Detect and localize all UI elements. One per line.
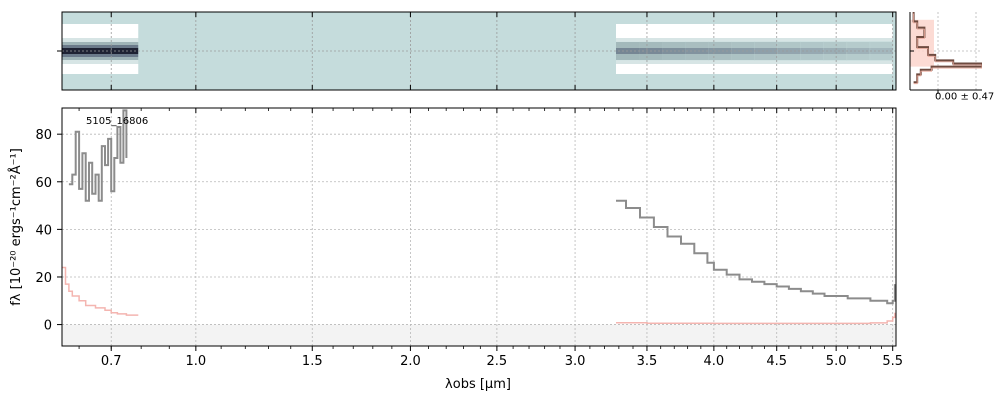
x-tick-label: 3.5 bbox=[637, 354, 658, 369]
heatmap-row bbox=[616, 60, 893, 64]
spectrum-2d-frame bbox=[61, 11, 897, 91]
spectrum-2d-grid bbox=[62, 12, 896, 90]
heatmap-row bbox=[62, 57, 139, 60]
y-tick-label: 80 bbox=[35, 128, 52, 143]
heatmap-row bbox=[616, 38, 893, 42]
heatmap-row bbox=[616, 68, 893, 72]
flux-series-line bbox=[68, 109, 128, 202]
spectrum-2d-ticks bbox=[57, 12, 894, 90]
flux-series-line bbox=[616, 199, 896, 305]
heatmap-row bbox=[616, 45, 893, 48]
spectrum-1d-series bbox=[62, 109, 896, 325]
spectrum-1d-grid bbox=[62, 108, 896, 346]
spectrum-1d-panel: 0.7 1.0 1.5 2.0 2.5 3.0 3.5 4.0 4.5 5.0 5.5 0 20 40 6… bbox=[8, 107, 903, 392]
x-tick-label: 2.5 bbox=[487, 354, 508, 369]
zero-band bbox=[62, 324, 896, 346]
x-tick-label: 4.0 bbox=[704, 354, 725, 369]
heatmap-fade bbox=[800, 41, 825, 61]
profile-panel: 0.00 ± 0.47 bbox=[909, 12, 994, 102]
heatmap-row bbox=[62, 68, 139, 72]
heatmap-row bbox=[62, 48, 139, 54]
x-tick-label: 5.5 bbox=[882, 354, 903, 369]
heatmap-row bbox=[616, 64, 893, 68]
heatmap-fade bbox=[685, 41, 709, 61]
x-tick-label: 4.5 bbox=[766, 354, 787, 369]
heatmap-fade bbox=[662, 41, 686, 61]
y-tick-label: 60 bbox=[35, 176, 52, 191]
heatmap-row bbox=[616, 42, 893, 45]
heatmap-row bbox=[62, 30, 139, 34]
spectrum-title: 5105_16806 bbox=[86, 116, 148, 127]
heatmap-row bbox=[62, 60, 139, 64]
profile-lines bbox=[910, 12, 982, 85]
heatmap-row bbox=[616, 30, 893, 34]
heatmap-row bbox=[62, 34, 139, 38]
y-tick-label: 0 bbox=[44, 319, 52, 334]
x-axis-title: λobs [μm] bbox=[445, 377, 511, 392]
heatmap-fade bbox=[869, 41, 894, 61]
heatmap-row bbox=[62, 72, 139, 74]
y-tick-labels: 0 20 40 60 80 bbox=[35, 128, 52, 333]
uncertainty-series-line bbox=[616, 312, 896, 325]
y-tick-label: 40 bbox=[35, 223, 52, 238]
y-axis-title: fλ [10⁻²⁰ ergs⁻¹cm⁻²Å⁻¹] bbox=[8, 148, 24, 306]
profile-label: 0.00 ± 0.47 bbox=[935, 91, 994, 102]
heatmap-row bbox=[62, 38, 139, 42]
heatmap-row bbox=[62, 42, 139, 45]
profile-ticks bbox=[910, 50, 939, 94]
x-tick-label: 1.5 bbox=[302, 354, 323, 369]
x-tick-label: 5.0 bbox=[826, 354, 847, 369]
x-tick-labels: 0.7 1.0 1.5 2.0 2.5 3.0 3.5 4.0 4.5 5.0 5.5 bbox=[101, 354, 903, 369]
heatmap-row bbox=[62, 24, 139, 30]
x-tick-label: 1.0 bbox=[186, 354, 207, 369]
spectrum-2d-panel bbox=[57, 11, 897, 91]
heatmap-row bbox=[616, 34, 893, 38]
heatmap-row bbox=[616, 72, 893, 74]
heatmap-row bbox=[62, 54, 139, 57]
x-tick-label: 0.7 bbox=[101, 354, 122, 369]
heatmap-row bbox=[616, 24, 893, 30]
heatmap-row bbox=[616, 57, 893, 60]
heatmap-row bbox=[616, 54, 893, 57]
spectrum-1d-ticks bbox=[57, 108, 894, 351]
spectrum-1d-frame bbox=[61, 107, 897, 347]
heatmap-fade bbox=[777, 41, 801, 61]
y-tick-label: 20 bbox=[35, 271, 52, 286]
spectrum-2d-heatmap bbox=[62, 24, 894, 74]
heatmap-row bbox=[62, 64, 139, 68]
uncertainty-series-line bbox=[62, 266, 139, 316]
x-tick-label: 2.0 bbox=[400, 354, 421, 369]
x-tick-label: 3.0 bbox=[565, 354, 586, 369]
profile-line-model bbox=[913, 13, 982, 85]
heatmap-row bbox=[62, 45, 139, 48]
